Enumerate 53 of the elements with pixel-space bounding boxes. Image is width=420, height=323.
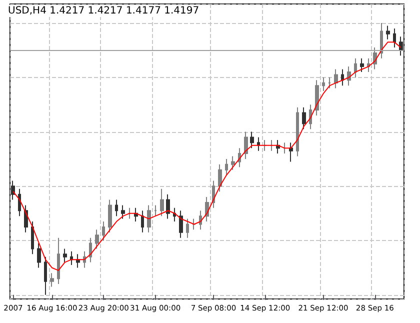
candlestick <box>173 207 176 222</box>
candlestick <box>218 164 222 192</box>
candlestick <box>128 207 131 220</box>
chart-title: USD,H4 1.4217 1.4217 1.4177 1.4197 <box>8 6 200 16</box>
candlestick <box>334 68 338 89</box>
candlestick <box>199 210 202 230</box>
candlestick <box>121 204 125 220</box>
candlestick <box>141 210 144 233</box>
candlestick <box>160 188 164 217</box>
candlestick <box>225 158 228 176</box>
candlestick <box>89 237 92 263</box>
candlestick <box>70 250 73 266</box>
candlestick <box>24 204 28 233</box>
candlestick <box>50 272 54 288</box>
candlestick <box>11 180 15 200</box>
candlestick <box>192 218 196 230</box>
candlestick <box>328 76 331 89</box>
candlestick <box>31 221 34 255</box>
candlestick <box>315 80 319 116</box>
candlestick <box>244 131 248 160</box>
candlestick <box>154 204 157 217</box>
candlestick <box>289 142 293 162</box>
candlestick <box>250 131 254 149</box>
candlestick <box>102 221 105 242</box>
candlestick <box>393 28 396 48</box>
candlestick <box>186 218 189 238</box>
candlestick <box>360 58 364 72</box>
candlestick <box>147 204 151 233</box>
candlestick <box>115 199 118 217</box>
candlestick <box>354 58 357 78</box>
candlestick <box>302 106 306 130</box>
candlestick <box>37 242 41 268</box>
candlestick <box>380 22 383 59</box>
candlestick <box>341 68 344 86</box>
candlestick <box>95 229 99 250</box>
candlestick <box>276 139 280 154</box>
candlestick <box>231 156 235 170</box>
candlestick <box>257 136 260 152</box>
candlestick <box>179 210 183 238</box>
candlestick <box>76 254 80 268</box>
candlestick <box>18 188 21 217</box>
candlestick <box>283 142 286 154</box>
candlestick <box>63 248 67 263</box>
candlestick <box>296 106 299 157</box>
candlestick <box>108 199 112 233</box>
candlestick <box>399 36 403 56</box>
candlestick <box>134 207 138 222</box>
candlestick <box>386 25 390 40</box>
candlestick <box>322 76 325 92</box>
candlestick <box>367 58 370 72</box>
candlestick <box>44 256 47 296</box>
candlestick <box>57 237 60 285</box>
candlestick <box>166 194 170 220</box>
